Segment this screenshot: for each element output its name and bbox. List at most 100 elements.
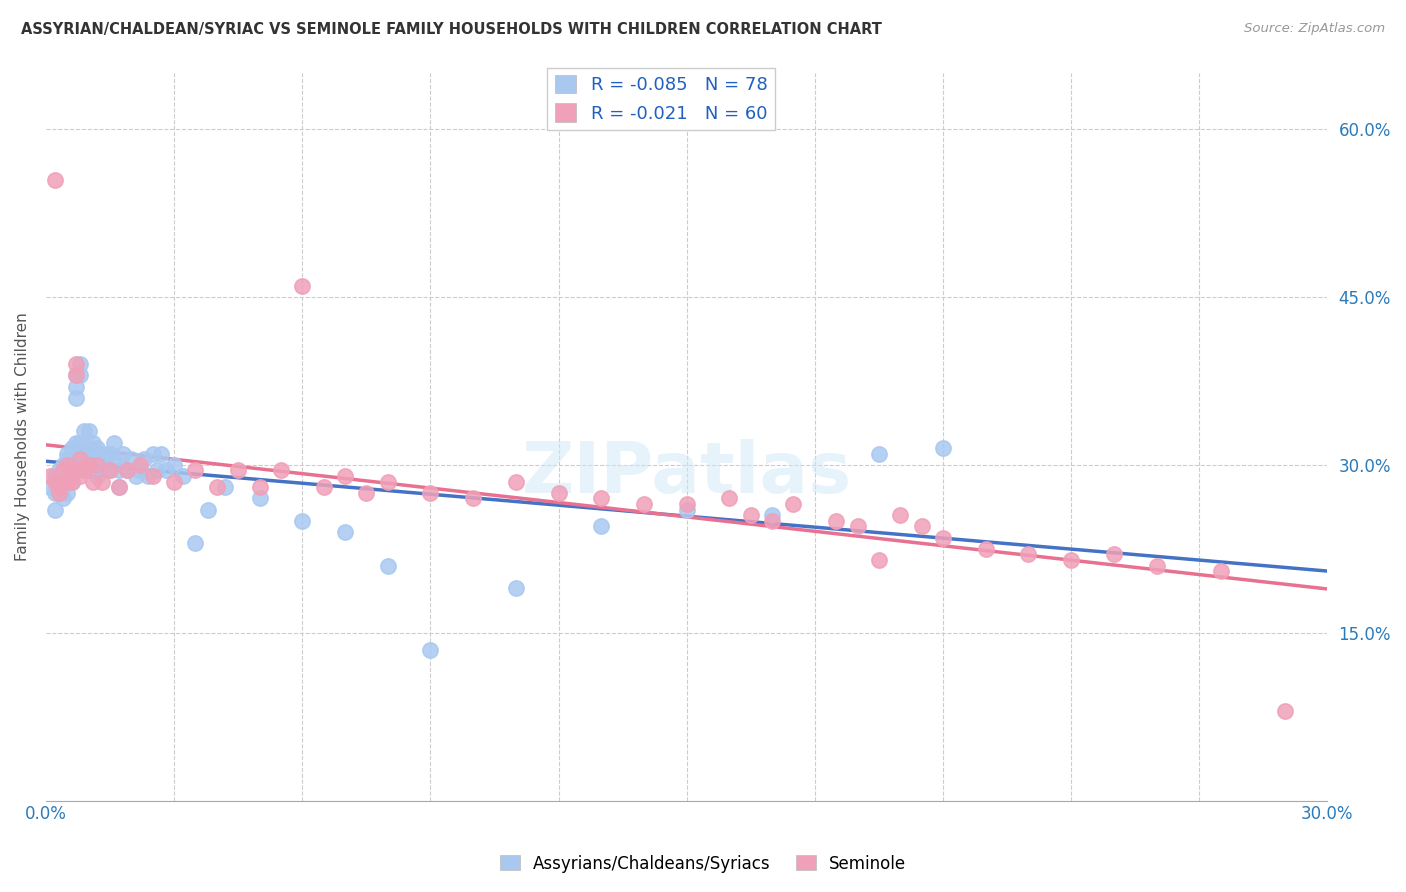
Point xyxy=(60,463,83,477)
Point xyxy=(44,172,66,186)
Point xyxy=(44,502,66,516)
Point xyxy=(60,441,83,455)
Point xyxy=(249,480,271,494)
Point xyxy=(111,447,134,461)
Point xyxy=(163,475,186,489)
Point xyxy=(377,558,399,573)
Point xyxy=(65,435,87,450)
Point xyxy=(761,514,783,528)
Point xyxy=(73,463,96,477)
Point xyxy=(547,486,569,500)
Point xyxy=(184,536,207,550)
Point xyxy=(115,463,138,477)
Y-axis label: Family Households with Children: Family Households with Children xyxy=(15,312,30,561)
Text: Source: ZipAtlas.com: Source: ZipAtlas.com xyxy=(1244,22,1385,36)
Point xyxy=(90,475,112,489)
Point xyxy=(107,480,129,494)
Point xyxy=(846,519,869,533)
Point xyxy=(932,531,955,545)
Point xyxy=(48,486,70,500)
Point xyxy=(226,463,249,477)
Point xyxy=(39,469,62,483)
Point xyxy=(270,463,292,477)
Point xyxy=(142,469,165,483)
Point xyxy=(56,475,79,489)
Point xyxy=(172,469,194,483)
Point xyxy=(44,475,66,489)
Point xyxy=(633,497,655,511)
Point xyxy=(163,458,186,472)
Point xyxy=(312,480,335,494)
Point xyxy=(77,463,100,477)
Point xyxy=(48,480,70,494)
Point xyxy=(419,642,441,657)
Point xyxy=(69,368,91,383)
Point xyxy=(825,514,848,528)
Point xyxy=(86,469,108,483)
Point xyxy=(356,486,378,500)
Point xyxy=(868,553,890,567)
Point xyxy=(86,458,108,472)
Point xyxy=(48,475,70,489)
Point xyxy=(761,508,783,523)
Legend: R = -0.085   N = 78, R = -0.021   N = 60: R = -0.085 N = 78, R = -0.021 N = 60 xyxy=(547,68,775,130)
Point xyxy=(419,486,441,500)
Point xyxy=(505,581,527,595)
Point xyxy=(1209,564,1232,578)
Point xyxy=(120,452,142,467)
Point xyxy=(1060,553,1083,567)
Point xyxy=(129,458,152,472)
Point xyxy=(782,497,804,511)
Point xyxy=(73,447,96,461)
Point xyxy=(94,447,117,461)
Point xyxy=(65,357,87,371)
Point xyxy=(932,441,955,455)
Point xyxy=(65,391,87,405)
Point xyxy=(155,463,177,477)
Point xyxy=(591,491,613,506)
Point xyxy=(197,502,219,516)
Point xyxy=(86,452,108,467)
Point xyxy=(77,458,100,472)
Point xyxy=(52,463,75,477)
Point xyxy=(73,463,96,477)
Point xyxy=(505,475,527,489)
Point xyxy=(60,463,83,477)
Point xyxy=(52,475,75,489)
Point xyxy=(910,519,932,533)
Point xyxy=(591,519,613,533)
Point xyxy=(65,368,87,383)
Point xyxy=(249,491,271,506)
Point xyxy=(56,475,79,489)
Point xyxy=(333,524,356,539)
Point xyxy=(44,469,66,483)
Point xyxy=(60,452,83,467)
Point xyxy=(65,379,87,393)
Point xyxy=(103,452,125,467)
Point xyxy=(107,480,129,494)
Point xyxy=(48,480,70,494)
Point xyxy=(69,469,91,483)
Point xyxy=(291,278,314,293)
Point xyxy=(129,463,152,477)
Text: ASSYRIAN/CHALDEAN/SYRIAC VS SEMINOLE FAMILY HOUSEHOLDS WITH CHILDREN CORRELATION: ASSYRIAN/CHALDEAN/SYRIAC VS SEMINOLE FAM… xyxy=(21,22,882,37)
Point xyxy=(98,447,121,461)
Point xyxy=(740,508,762,523)
Point xyxy=(868,447,890,461)
Point xyxy=(1102,548,1125,562)
Point xyxy=(56,458,79,472)
Point xyxy=(90,447,112,461)
Point xyxy=(205,480,228,494)
Point xyxy=(69,435,91,450)
Point xyxy=(974,541,997,556)
Point xyxy=(52,469,75,483)
Text: ZIPatlas: ZIPatlas xyxy=(522,439,852,508)
Point xyxy=(377,475,399,489)
Point xyxy=(291,514,314,528)
Point xyxy=(94,463,117,477)
Point xyxy=(1274,704,1296,718)
Point xyxy=(77,425,100,439)
Point xyxy=(142,447,165,461)
Point xyxy=(138,469,160,483)
Point xyxy=(1146,558,1168,573)
